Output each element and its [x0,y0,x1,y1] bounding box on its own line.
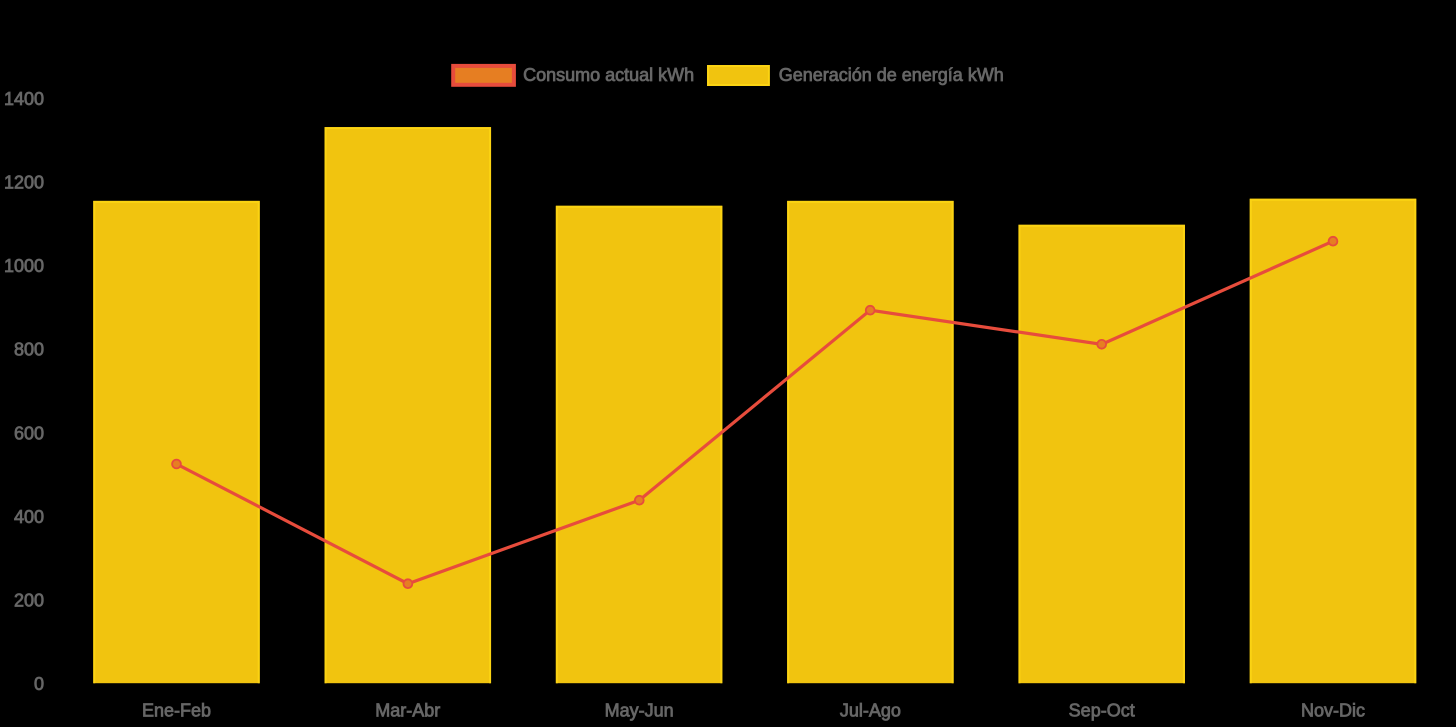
svg-text:1400: 1400 [4,89,44,109]
svg-text:Consumo actual kWh: Consumo actual kWh [523,65,694,85]
svg-text:Generación de energía kWh: Generación de energía kWh [779,65,1004,85]
svg-text:800: 800 [14,340,44,360]
svg-text:Ene-Feb: Ene-Feb [142,701,211,721]
svg-text:Nov-Dic: Nov-Dic [1301,701,1365,721]
svg-text:Jul-Ago: Jul-Ago [840,701,901,721]
svg-text:May-Jun: May-Jun [605,701,674,721]
svg-text:Sep-Oct: Sep-Oct [1069,701,1135,721]
svg-text:1200: 1200 [4,173,44,193]
svg-text:600: 600 [14,423,44,443]
svg-text:1000: 1000 [4,256,44,276]
svg-text:400: 400 [14,507,44,527]
svg-text:Mar-Abr: Mar-Abr [375,701,440,721]
svg-text:200: 200 [14,591,44,611]
svg-text:0: 0 [34,674,44,694]
